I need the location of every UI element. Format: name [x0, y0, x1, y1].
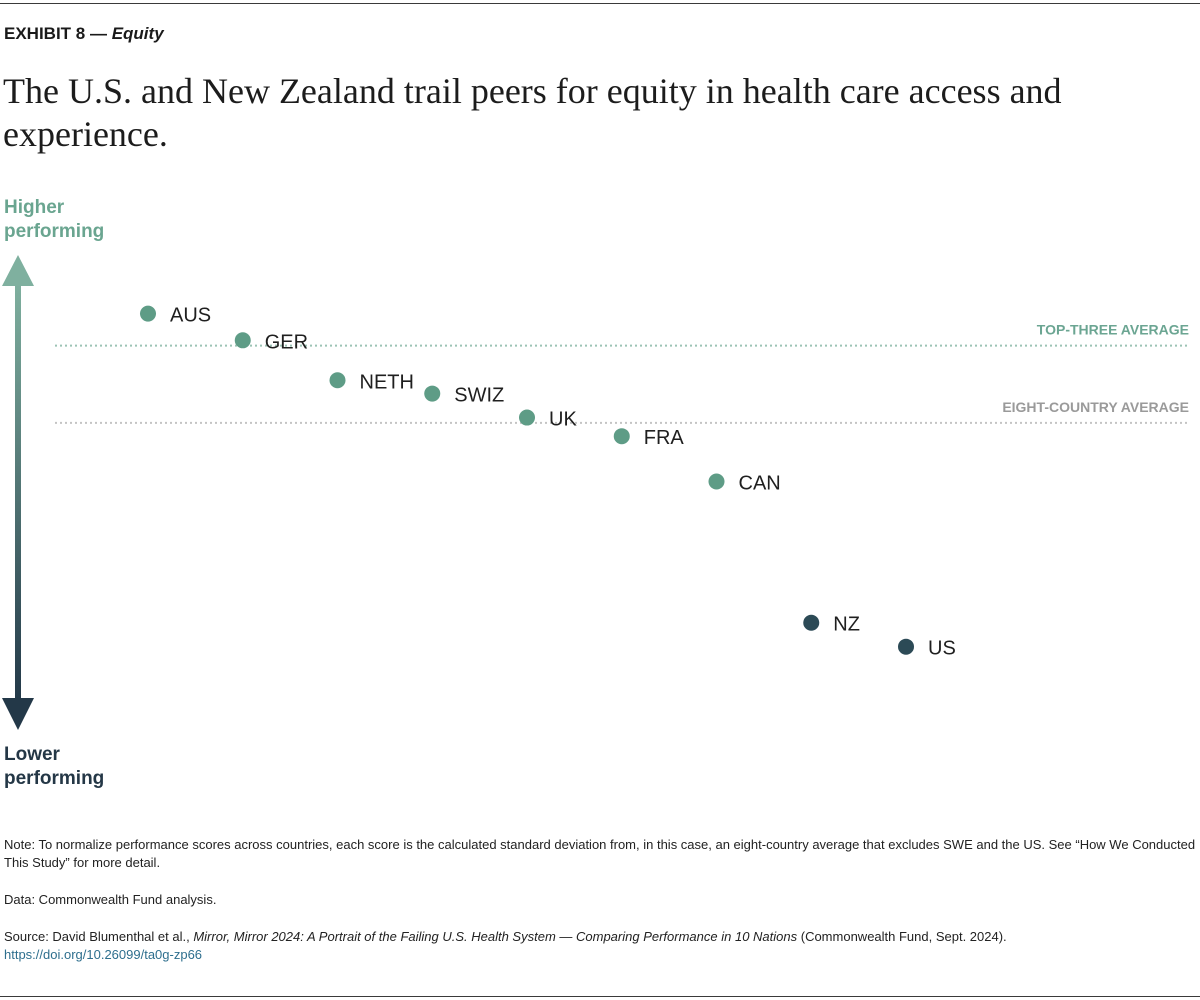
- bottom-rule: [0, 996, 1200, 997]
- data-point-us: [898, 638, 914, 655]
- source-title: Mirror, Mirror 2024: A Portrait of the F…: [193, 929, 798, 944]
- data-point-fra: [613, 428, 630, 445]
- exhibit-number: EXHIBIT 8 —: [4, 24, 107, 43]
- axis-bar: [15, 282, 21, 702]
- exhibit-label: EXHIBIT 8 — Equity: [4, 24, 164, 44]
- data-point-swiz: [424, 385, 441, 402]
- point-label-can: CAN: [739, 473, 781, 495]
- source-prefix: Source: David Blumenthal et al.,: [4, 929, 190, 944]
- equity-scatter-chart: Higher performing Lower performing TOP-T…: [2, 197, 1190, 789]
- arrow-down-icon: [2, 698, 34, 730]
- point-label-uk: UK: [549, 409, 577, 431]
- arrow-up-icon: [2, 255, 34, 286]
- eight-country-average-label: EIGHT-COUNTRY AVERAGE: [1002, 399, 1189, 415]
- data-point-ger: [234, 332, 251, 349]
- performance-axis-arrow: [2, 255, 34, 730]
- top-rule: [0, 3, 1200, 4]
- reference-lines: TOP-THREE AVERAGE EIGHT-COUNTRY AVERAGE: [55, 322, 1190, 424]
- note-text: Note: To normalize performance scores ac…: [4, 837, 1196, 870]
- data-points: AUS GER NETH SWIZ UK FRA CAN NZ US: [140, 305, 956, 660]
- data-point-nz: [803, 614, 820, 631]
- page-title: The U.S. and New Zealand trail peers for…: [3, 71, 1062, 154]
- point-label-neth: NETH: [360, 371, 414, 393]
- point-label-ger: GER: [265, 331, 308, 353]
- data-point-uk: [519, 409, 535, 426]
- source-suffix: (Commonwealth Fund, Sept. 2024).: [800, 929, 1007, 944]
- exhibit-topic: Equity: [111, 24, 164, 43]
- data-point-aus: [140, 305, 156, 322]
- source-citation: Source: David Blumenthal et al., Mirror,…: [4, 928, 1196, 964]
- higher-performing-label-line1: Higher: [4, 197, 65, 218]
- higher-performing-label-line2: performing: [4, 221, 104, 242]
- point-label-us: US: [928, 638, 956, 660]
- data-point-neth: [329, 372, 346, 389]
- lower-performing-label-line1: Lower: [4, 744, 61, 765]
- point-label-aus: AUS: [170, 305, 211, 327]
- point-label-fra: FRA: [644, 427, 685, 449]
- data-credit: Data: Commonwealth Fund analysis.: [4, 892, 217, 907]
- notes-section: Note: To normalize performance scores ac…: [4, 836, 1196, 964]
- top-three-average-label: TOP-THREE AVERAGE: [1037, 322, 1189, 338]
- data-point-can: [708, 473, 725, 490]
- point-label-swiz: SWIZ: [454, 385, 504, 407]
- point-label-nz: NZ: [833, 614, 860, 636]
- lower-performing-label-line2: performing: [4, 768, 104, 789]
- doi-link[interactable]: https://doi.org/10.26099/ta0g-zp66: [4, 947, 203, 962]
